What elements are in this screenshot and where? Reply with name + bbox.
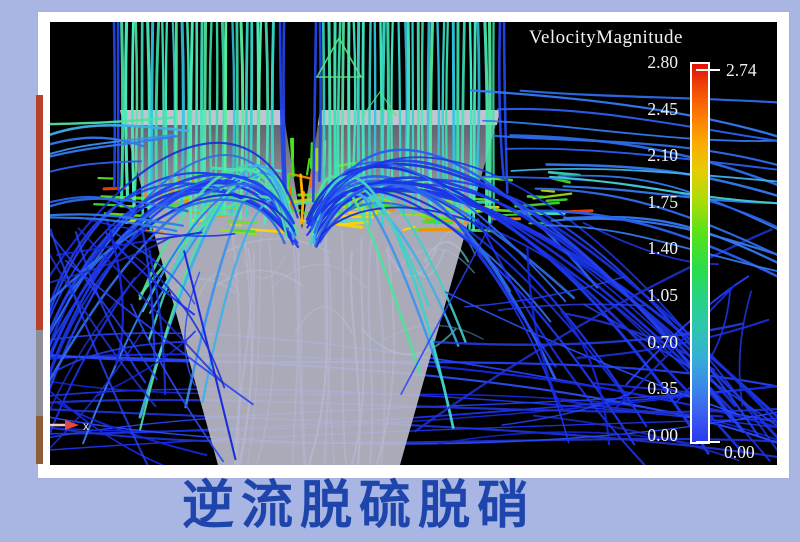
colorbar-min-annotation: 0.00 bbox=[724, 442, 755, 462]
side-flow bbox=[50, 89, 777, 278]
colorbar bbox=[690, 62, 710, 444]
colorbar-tick-label: 1.40 bbox=[647, 238, 678, 259]
colorbar-tick-label: 0.00 bbox=[647, 424, 678, 445]
axis-triad: x bbox=[50, 419, 89, 433]
colorbar-tick-label: 1.75 bbox=[647, 191, 678, 212]
axis-x-label: x bbox=[83, 419, 89, 433]
colorbar-tick-label: 2.80 bbox=[647, 52, 678, 72]
colorbar-max-tick bbox=[696, 69, 720, 71]
colorbar-tick-label: 2.45 bbox=[647, 98, 678, 119]
colorbar-min-tick bbox=[696, 441, 720, 443]
fountain-arcs bbox=[50, 141, 777, 462]
left-edge-strip-red bbox=[36, 95, 43, 330]
colorbar-tick-label: 1.05 bbox=[647, 285, 678, 305]
cone-glyphs bbox=[315, 36, 399, 118]
left-edge-strip-brown bbox=[36, 416, 43, 464]
colorbar-tick-label: 0.70 bbox=[647, 331, 678, 352]
left-edge-strip-gray bbox=[36, 330, 43, 416]
caption-text: 逆流脱硫脱硝 bbox=[182, 477, 537, 535]
recirculation-web bbox=[50, 216, 777, 465]
colorbar-title: VelocityMagnitude bbox=[528, 27, 683, 48]
colorbar-max-annotation: 2.74 bbox=[726, 60, 757, 80]
colorbar-tick-label: 2.10 bbox=[647, 145, 678, 166]
cfd-visualization: x VelocityMagnitude 2.80 2.45 2.10 1.75 1.40… bbox=[50, 22, 777, 465]
colorbar-tick-label: 0.35 bbox=[647, 378, 678, 399]
streamline-canvas: x bbox=[50, 22, 777, 465]
